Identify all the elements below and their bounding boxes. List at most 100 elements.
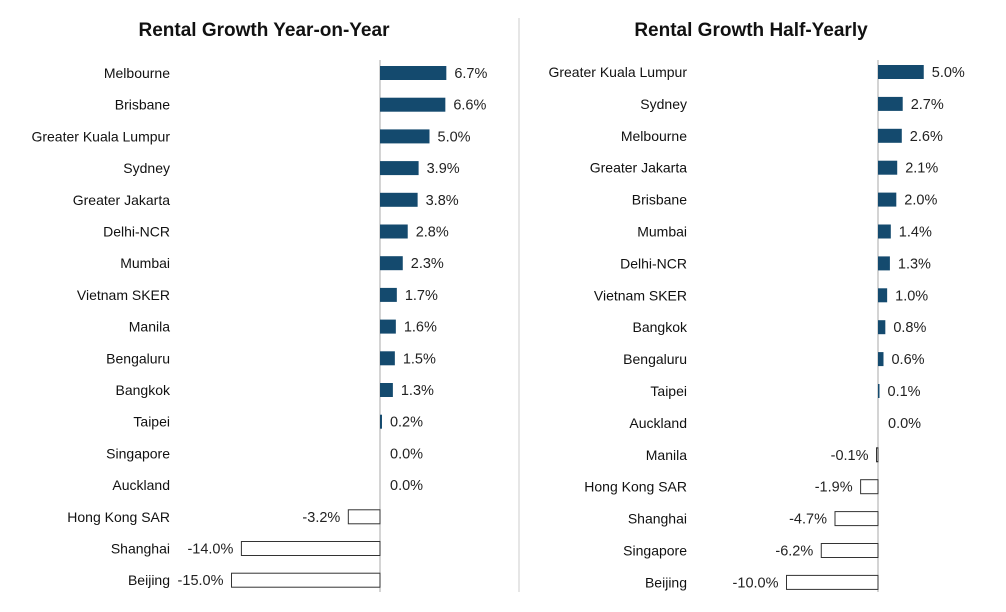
bar <box>380 192 418 207</box>
category-label: Singapore <box>106 445 170 461</box>
half-yearly-chart: Rental Growth Half-Yearly Greater Kuala L… <box>548 20 965 592</box>
bar <box>380 383 393 397</box>
category-label: Bengaluru <box>623 351 687 367</box>
category-label: Vietnam SKER <box>77 287 170 303</box>
data-label: 0.2% <box>390 415 423 431</box>
bar <box>380 97 446 112</box>
data-label: -1.9% <box>815 480 853 496</box>
category-label: Auckland <box>112 477 170 493</box>
bar <box>347 509 381 525</box>
bar <box>878 384 880 398</box>
data-label: 5.0% <box>932 65 965 81</box>
data-label: 6.6% <box>453 98 486 114</box>
data-label: -15.0% <box>178 573 224 589</box>
category-label: Hong Kong SAR <box>584 479 687 495</box>
bar <box>240 541 381 556</box>
category-label: Melbourne <box>621 128 687 144</box>
category-label: Beijing <box>128 572 170 588</box>
data-label: 0.0% <box>888 416 921 432</box>
data-label: 5.0% <box>438 129 471 145</box>
category-label: Greater Kuala Lumpur <box>548 64 687 80</box>
category-label: Brisbane <box>115 97 170 113</box>
bar <box>380 224 408 239</box>
data-label: 3.8% <box>426 193 459 209</box>
year-on-year-chart: Rental Growth Year-on-Year Melbourne 6.7% B… <box>31 20 487 592</box>
data-label: -0.1% <box>831 448 869 464</box>
data-label: 6.7% <box>454 66 487 82</box>
category-label: Brisbane <box>632 192 687 208</box>
data-label: -4.7% <box>789 512 827 528</box>
category-label: Singapore <box>623 543 687 559</box>
category-label: Greater Jakarta <box>590 160 687 176</box>
bar <box>878 160 898 175</box>
bar <box>380 287 397 302</box>
data-label: 1.3% <box>898 256 931 272</box>
category-label: Bengaluru <box>106 350 170 366</box>
bar <box>786 574 879 590</box>
category-label: Delhi-NCR <box>620 255 687 271</box>
category-label: Shanghai <box>628 511 687 527</box>
data-label: -6.2% <box>775 544 813 560</box>
category-label: Mumbai <box>120 255 170 271</box>
data-label: -3.2% <box>302 510 340 526</box>
bar <box>878 65 924 79</box>
category-label: Delhi-NCR <box>103 224 170 240</box>
data-label: 1.3% <box>401 383 434 399</box>
data-label: 0.0% <box>390 446 423 462</box>
data-label: 1.0% <box>895 288 928 304</box>
bar <box>231 572 381 588</box>
bar <box>380 319 396 334</box>
data-label: 3.9% <box>427 161 460 177</box>
category-label: Bangkok <box>116 382 171 398</box>
bar <box>820 543 879 558</box>
data-label: 2.8% <box>416 225 449 241</box>
category-label: Sydney <box>640 96 687 112</box>
bar <box>878 288 888 303</box>
bar <box>878 320 886 335</box>
category-label: Bangkok <box>633 319 688 335</box>
data-label: 1.6% <box>404 320 437 336</box>
category-label: Greater Jakarta <box>73 192 170 208</box>
data-label: 0.8% <box>893 320 926 336</box>
category-label: Manila <box>129 319 170 335</box>
bar <box>878 224 891 239</box>
category-label: Manila <box>646 447 687 463</box>
bar <box>878 96 903 111</box>
data-label: 2.3% <box>411 256 444 272</box>
data-label: 1.4% <box>899 225 932 241</box>
bar <box>878 192 897 207</box>
bar <box>878 256 890 271</box>
data-label: -14.0% <box>187 542 233 558</box>
data-label: 0.0% <box>390 478 423 494</box>
data-label: 2.6% <box>910 129 943 145</box>
data-label: 0.6% <box>891 352 924 368</box>
category-label: Hong Kong SAR <box>67 509 170 525</box>
category-label: Greater Kuala Lumpur <box>31 128 170 144</box>
category-label: Taipei <box>650 383 687 399</box>
bar <box>380 161 419 176</box>
category-label: Shanghai <box>111 541 170 557</box>
category-label: Taipei <box>133 414 170 430</box>
data-label: 1.7% <box>405 288 438 304</box>
data-label: 2.0% <box>904 193 937 209</box>
chart-title: Rental Growth Half-Yearly <box>634 20 868 41</box>
data-label: 0.1% <box>888 384 921 400</box>
category-label: Vietnam SKER <box>594 287 687 303</box>
bar <box>860 479 879 495</box>
chart-title: Rental Growth Year-on-Year <box>139 20 391 41</box>
category-label: Melbourne <box>104 65 170 81</box>
bar <box>878 352 884 367</box>
data-label: 1.5% <box>403 351 436 367</box>
bar <box>834 511 879 527</box>
bar <box>380 414 382 429</box>
data-label: 2.1% <box>905 161 938 177</box>
bar <box>380 351 395 366</box>
category-label: Sydney <box>123 160 170 176</box>
bar <box>878 128 902 143</box>
bar <box>876 447 879 463</box>
category-label: Auckland <box>629 415 687 431</box>
bar <box>380 129 430 144</box>
category-label: Beijing <box>645 574 687 590</box>
data-label: 2.7% <box>911 97 944 113</box>
